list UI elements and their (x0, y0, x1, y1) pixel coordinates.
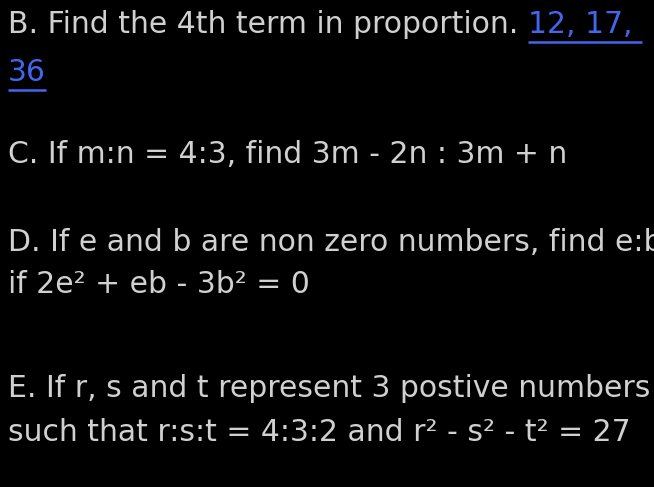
Text: B. Find the 4th term in proportion.: B. Find the 4th term in proportion. (8, 10, 528, 39)
Text: C. If m:n = 4:3, find 3m - 2n : 3m + n: C. If m:n = 4:3, find 3m - 2n : 3m + n (8, 140, 567, 169)
Text: such that r:s:t = 4:3:2 and r² - s² - t² = 27: such that r:s:t = 4:3:2 and r² - s² - t²… (8, 418, 630, 447)
Text: E. If r, s and t represent 3 postive numbers: E. If r, s and t represent 3 postive num… (8, 374, 650, 403)
Text: if 2e² + eb - 3b² = 0: if 2e² + eb - 3b² = 0 (8, 270, 310, 299)
Text: 36: 36 (8, 58, 46, 87)
Text: D. If e and b are non zero numbers, find e:b: D. If e and b are non zero numbers, find… (8, 228, 654, 257)
Text: 12, 17,: 12, 17, (528, 10, 642, 39)
